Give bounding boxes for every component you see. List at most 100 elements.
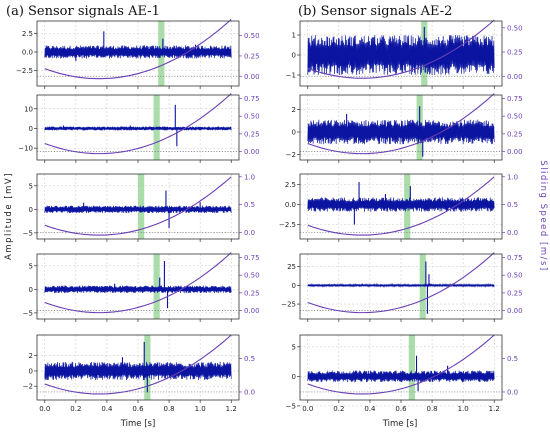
signal-series <box>44 205 232 214</box>
right-tick-label: 0.25 <box>507 49 523 57</box>
left-tick-label: −5 <box>23 229 33 237</box>
panel-ae2-1: −1 0 1 0.00 0.25 0.50 <box>286 19 523 89</box>
right-tick-label: 1.0 <box>507 173 518 181</box>
signal-series <box>44 361 232 381</box>
right-tick-label: 0.75 <box>244 254 260 262</box>
signal-series <box>307 119 495 145</box>
right-tick-label: 0.5 <box>507 201 518 209</box>
right-tick-label: 0.00 <box>244 307 260 315</box>
speed-series <box>44 18 232 80</box>
right-tick-label: 0.50 <box>507 272 523 280</box>
x-tick-label: 0.2 <box>70 405 81 413</box>
speed-series <box>44 176 232 236</box>
left-tick-label: 0 <box>292 282 296 290</box>
x-tick-label: 0.4 <box>101 405 113 413</box>
right-tick-label: 0.0 <box>507 229 518 237</box>
left-tick-label: 10 <box>24 105 33 113</box>
left-tick-label: −2 <box>286 151 296 159</box>
panel-ae1-3: −5 0 5 0.0 0.5 1.0 <box>23 173 255 242</box>
right-tick-label: 0.5 <box>244 201 255 209</box>
signal-series <box>307 370 495 383</box>
right-tick-label: 0.50 <box>244 32 260 40</box>
panels: −2.50.02.50.000.250.50−100100.000.250.50… <box>16 18 523 413</box>
left-tick-label: −2.5 <box>279 221 296 229</box>
x-tick-label: 0.4 <box>364 405 376 413</box>
right-tick-label: 0.00 <box>507 307 523 315</box>
panel-ae1-2: −10 0 10 0.00 0.25 0.50 0.75 <box>18 93 260 163</box>
left-tick-label: 0 <box>29 286 33 294</box>
right-tick-label: 0.25 <box>507 289 523 297</box>
left-tick-label: −5 <box>286 402 296 410</box>
x-tick-label: 0.6 <box>395 405 407 413</box>
left-tick-label: −1 <box>286 72 296 80</box>
left-tick-label: 0.0 <box>285 201 296 209</box>
x-tick-label: 1.2 <box>226 405 237 413</box>
panel-ae1-1: −2.5 0.0 2.5 0.00 0.25 0.50 <box>16 18 260 89</box>
highlight-span <box>153 254 160 319</box>
speed-series <box>307 334 495 395</box>
x-tick-label: 0.0 <box>302 405 313 413</box>
right-tick-label: 0.50 <box>507 24 523 32</box>
right-tick-label: 0.25 <box>507 130 523 138</box>
highlight-span <box>408 335 415 400</box>
signal-series <box>307 35 495 75</box>
x-tick-label: 0.8 <box>427 405 438 413</box>
signal-series <box>307 197 495 212</box>
left-tick-label: −2 <box>23 383 33 391</box>
left-tick-label: 0 <box>292 373 296 381</box>
right-tick-label: 1.0 <box>244 173 255 181</box>
right-tick-label: 0.0 <box>244 388 255 396</box>
x-tick-label: 1.0 <box>458 405 469 413</box>
right-tick-label: 0.0 <box>244 229 255 237</box>
signal-series <box>44 126 232 131</box>
right-tick-label: 0.00 <box>244 73 260 81</box>
right-tick-label: 0.25 <box>244 52 260 60</box>
left-tick-label: 0 <box>29 125 33 133</box>
highlight-span <box>419 254 426 319</box>
right-tick-label: 0.75 <box>507 95 523 103</box>
left-tick-label: 0.0 <box>22 49 33 57</box>
right-axis-label: Sliding Speed [m/s] <box>538 160 548 271</box>
right-tick-label: 0.25 <box>244 130 260 138</box>
right-tick-label: 0.00 <box>507 148 523 156</box>
right-tick-label: 0.50 <box>244 272 260 280</box>
panel-ae1-4: −5 0 5 0.00 0.25 0.50 0.75 <box>23 252 260 322</box>
title-ae2: (b) Sensor signals AE-2 <box>298 4 452 19</box>
x-tick-label: 0.8 <box>164 405 175 413</box>
x-tick-label: 1.0 <box>195 405 206 413</box>
right-tick-label: 0.50 <box>244 113 260 121</box>
left-tick-label: 5 <box>29 182 33 190</box>
left-tick-label: −10 <box>18 145 33 153</box>
x-tick-label: 0.6 <box>132 405 144 413</box>
title-ae1: (a) Sensor signals AE-1 <box>6 4 160 19</box>
left-tick-label: 0 <box>29 367 33 375</box>
x-tick-label: 0.0 <box>39 405 50 413</box>
panel-ae2-5: −5 0 5 0.0 0.5 0.0 0.2 0.4 0.6 0.8 1.0 1.2 <box>286 334 518 413</box>
left-tick-label: 1 <box>292 32 296 40</box>
panel-ae2-2: −2 0 2 0.00 0.25 0.50 0.75 <box>286 93 523 163</box>
signal-series <box>44 45 232 59</box>
left-axis-label: Amplitude [mV] <box>4 172 14 260</box>
right-tick-label: 0.5 <box>244 355 255 363</box>
left-tick-label: −2.5 <box>16 67 33 75</box>
right-tick-label: 0.75 <box>244 95 260 103</box>
right-tick-label: 0.5 <box>507 355 518 363</box>
left-tick-label: 25 <box>287 263 296 271</box>
right-tick-label: 0.00 <box>507 73 523 81</box>
right-tick-label: 0.0 <box>507 388 518 396</box>
panel-ae2-3: −2.5 0.0 2.5 0.0 0.5 1.0 <box>279 173 518 242</box>
left-tick-label: 5 <box>292 343 296 351</box>
x-tick-label: 0.2 <box>333 405 344 413</box>
right-tick-label: 0.50 <box>507 113 523 121</box>
x-axis-label-ae2: Time [s] <box>382 419 418 429</box>
speed-series <box>44 252 232 314</box>
speed-series <box>307 19 495 79</box>
x-axis-label-ae1: Time [s] <box>120 419 156 429</box>
left-tick-label: 0 <box>292 128 296 136</box>
left-tick-label: 0 <box>292 52 296 60</box>
panel-ae1-5: −2 0 2 0.0 0.5 0.0 0.2 0.4 0.6 0.8 1.0 1.2 <box>23 334 255 413</box>
signal-series <box>307 282 495 288</box>
speed-series <box>307 93 495 155</box>
signal-series <box>44 285 232 294</box>
